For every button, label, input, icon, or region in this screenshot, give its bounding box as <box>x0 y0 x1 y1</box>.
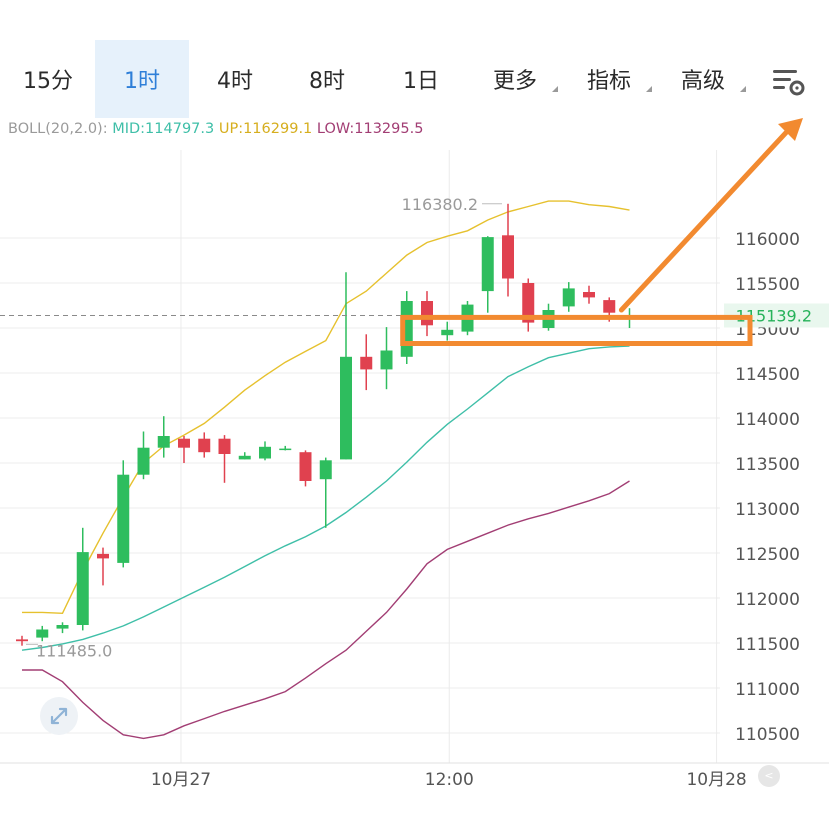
candle-body <box>340 356 352 460</box>
candle-body <box>360 356 373 370</box>
boll-low: LOW:113295.5 <box>316 121 424 137</box>
y-tick-label: 113000 <box>735 500 800 520</box>
y-tick-label: 114000 <box>735 410 800 430</box>
tab-5[interactable]: 更多 <box>470 40 560 118</box>
tab-3[interactable]: 8时 <box>282 40 372 118</box>
tab-label: 1时 <box>124 69 160 94</box>
tab-label: 4时 <box>217 69 253 94</box>
candle-body <box>157 436 170 448</box>
annotation-arrowhead <box>778 118 803 141</box>
x-tick-label: 10月27 <box>151 770 211 790</box>
boll-lower-band <box>22 480 630 740</box>
x-tick-label: 12:00 <box>425 770 474 790</box>
candle-body <box>441 329 454 336</box>
boll-indicator-line: BOLL(20,2.0): MID:114797.3 UP:116299.1 L… <box>8 121 423 137</box>
candle-body <box>279 448 292 451</box>
current-price-label: 115139.2 <box>736 306 812 325</box>
boll-name: BOLL(20,2.0): <box>8 121 108 137</box>
tab-label: 15分 <box>23 69 73 94</box>
y-tick-label: 111000 <box>735 680 800 700</box>
y-tick-label: 112000 <box>735 590 800 610</box>
x-tick-label: 10月28 <box>686 770 746 790</box>
y-tick-label: 114500 <box>735 365 800 385</box>
annotation-box <box>400 314 753 346</box>
chart-settings-icon[interactable] <box>770 63 806 99</box>
candle-body <box>502 235 514 279</box>
candle-body <box>218 438 231 454</box>
candle-body <box>178 438 190 448</box>
tab-7[interactable]: 高级 <box>658 40 748 118</box>
candle-body <box>117 474 130 563</box>
candle-body <box>421 301 433 326</box>
candle-body <box>198 438 211 453</box>
dropdown-caret-icon <box>740 86 746 92</box>
candle-body <box>56 625 69 629</box>
candle-body <box>259 446 271 459</box>
candle-body <box>16 639 28 642</box>
dropdown-caret-icon <box>552 86 558 92</box>
candle-body <box>583 292 595 298</box>
candle-body <box>76 552 89 625</box>
expand-icon <box>50 707 68 725</box>
tab-label: 更多 <box>492 69 537 94</box>
tab-label: 指标 <box>586 69 631 94</box>
y-tick-label: 112500 <box>735 545 800 565</box>
boll-mid: MID:114797.3 <box>112 121 215 137</box>
candle-body <box>380 350 393 370</box>
candle-body <box>562 288 575 307</box>
dropdown-caret-icon <box>646 86 652 92</box>
y-tick-label: 115500 <box>735 275 800 295</box>
candle-body <box>522 283 535 323</box>
y-tick-label: 116000 <box>735 230 800 250</box>
candle-body <box>238 455 251 460</box>
tab-6[interactable]: 指标 <box>564 40 654 118</box>
low-price-label: 111485.0 <box>36 641 112 660</box>
candle-body <box>36 629 49 638</box>
tab-label: 8时 <box>309 69 345 94</box>
tab-0[interactable]: 15分 <box>8 40 88 118</box>
candle-body <box>299 452 312 481</box>
tab-4[interactable]: 1日 <box>376 40 466 118</box>
tab-label: 1日 <box>403 69 439 94</box>
y-tick-label: 113500 <box>735 455 800 475</box>
high-price-label: 116380.2 <box>402 195 478 214</box>
boll-up: UP:116299.1 <box>218 121 313 137</box>
expand-chart-button[interactable] <box>40 697 78 735</box>
candle-body <box>137 447 150 475</box>
candle-body <box>97 553 109 559</box>
candle-body <box>603 300 616 313</box>
tab-1[interactable]: 1时 <box>95 40 189 118</box>
y-tick-label: 111500 <box>735 635 800 655</box>
boll-upper-band <box>22 200 630 615</box>
annotation-arrow <box>618 121 797 313</box>
candle-body <box>481 237 494 292</box>
chart-scroll-button[interactable]: < <box>758 765 780 787</box>
timeframe-tabs: 15分 1时 4时 8时 1日 更多 指标 高级 <box>0 40 829 118</box>
tab-2[interactable]: 4时 <box>190 40 280 118</box>
tab-label: 高级 <box>680 69 725 94</box>
y-tick-label: 110500 <box>735 725 800 745</box>
candle-body <box>319 460 332 480</box>
